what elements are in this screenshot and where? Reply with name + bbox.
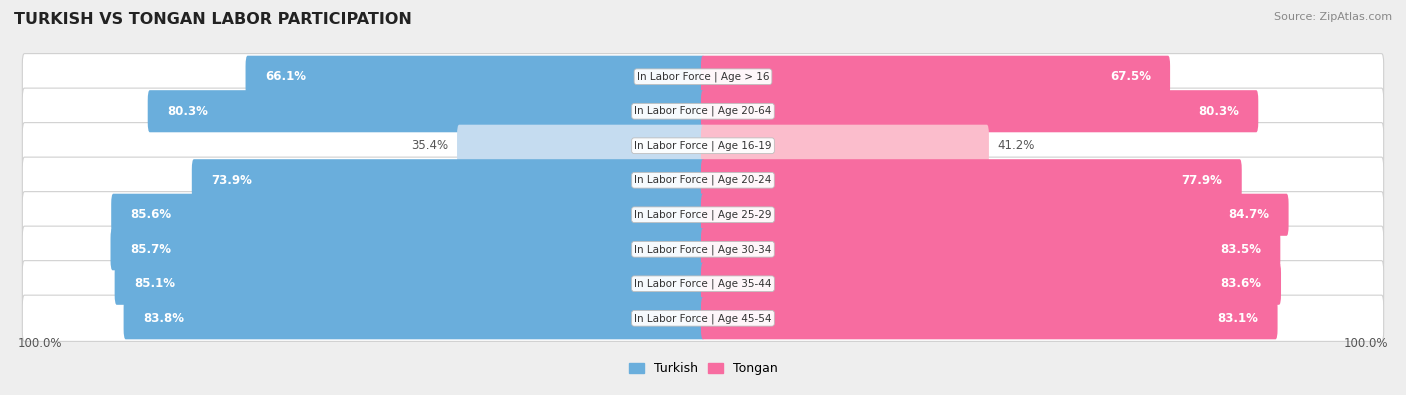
FancyBboxPatch shape <box>22 122 1384 169</box>
Text: 41.2%: 41.2% <box>997 139 1035 152</box>
FancyBboxPatch shape <box>702 125 988 167</box>
Text: 67.5%: 67.5% <box>1109 70 1152 83</box>
FancyBboxPatch shape <box>702 228 1281 270</box>
Text: 35.4%: 35.4% <box>412 139 449 152</box>
FancyBboxPatch shape <box>111 228 704 270</box>
FancyBboxPatch shape <box>22 88 1384 134</box>
FancyBboxPatch shape <box>22 192 1384 238</box>
Text: In Labor Force | Age 35-44: In Labor Force | Age 35-44 <box>634 278 772 289</box>
Text: In Labor Force | Age 25-29: In Labor Force | Age 25-29 <box>634 209 772 220</box>
FancyBboxPatch shape <box>246 56 704 98</box>
FancyBboxPatch shape <box>22 157 1384 203</box>
FancyBboxPatch shape <box>191 159 704 201</box>
Text: In Labor Force | Age 20-24: In Labor Force | Age 20-24 <box>634 175 772 186</box>
FancyBboxPatch shape <box>702 90 1258 132</box>
FancyBboxPatch shape <box>22 261 1384 307</box>
Text: 83.1%: 83.1% <box>1218 312 1258 325</box>
FancyBboxPatch shape <box>702 194 1289 236</box>
FancyBboxPatch shape <box>22 54 1384 100</box>
FancyBboxPatch shape <box>111 194 704 236</box>
Text: 83.5%: 83.5% <box>1220 243 1261 256</box>
Text: 77.9%: 77.9% <box>1181 174 1222 187</box>
Text: TURKISH VS TONGAN LABOR PARTICIPATION: TURKISH VS TONGAN LABOR PARTICIPATION <box>14 12 412 27</box>
FancyBboxPatch shape <box>124 297 704 339</box>
Text: Source: ZipAtlas.com: Source: ZipAtlas.com <box>1274 12 1392 22</box>
Text: 80.3%: 80.3% <box>167 105 208 118</box>
FancyBboxPatch shape <box>702 297 1278 339</box>
Text: In Labor Force | Age 45-54: In Labor Force | Age 45-54 <box>634 313 772 324</box>
Text: 83.8%: 83.8% <box>143 312 184 325</box>
Text: 84.7%: 84.7% <box>1229 208 1270 221</box>
FancyBboxPatch shape <box>702 56 1170 98</box>
Text: 80.3%: 80.3% <box>1198 105 1239 118</box>
FancyBboxPatch shape <box>22 226 1384 273</box>
Text: 100.0%: 100.0% <box>17 337 62 350</box>
Text: In Labor Force | Age 16-19: In Labor Force | Age 16-19 <box>634 141 772 151</box>
Text: In Labor Force | Age > 16: In Labor Force | Age > 16 <box>637 71 769 82</box>
FancyBboxPatch shape <box>115 263 704 305</box>
Text: 100.0%: 100.0% <box>1344 337 1389 350</box>
Text: 83.6%: 83.6% <box>1220 277 1261 290</box>
Text: 85.6%: 85.6% <box>131 208 172 221</box>
FancyBboxPatch shape <box>702 159 1241 201</box>
Text: 73.9%: 73.9% <box>211 174 252 187</box>
Text: In Labor Force | Age 30-34: In Labor Force | Age 30-34 <box>634 244 772 254</box>
FancyBboxPatch shape <box>148 90 704 132</box>
Text: 66.1%: 66.1% <box>264 70 307 83</box>
Legend: Turkish, Tongan: Turkish, Tongan <box>624 357 782 380</box>
FancyBboxPatch shape <box>22 295 1384 341</box>
FancyBboxPatch shape <box>702 263 1281 305</box>
Text: 85.7%: 85.7% <box>129 243 170 256</box>
FancyBboxPatch shape <box>457 125 704 167</box>
Text: 85.1%: 85.1% <box>134 277 174 290</box>
Text: In Labor Force | Age 20-64: In Labor Force | Age 20-64 <box>634 106 772 117</box>
